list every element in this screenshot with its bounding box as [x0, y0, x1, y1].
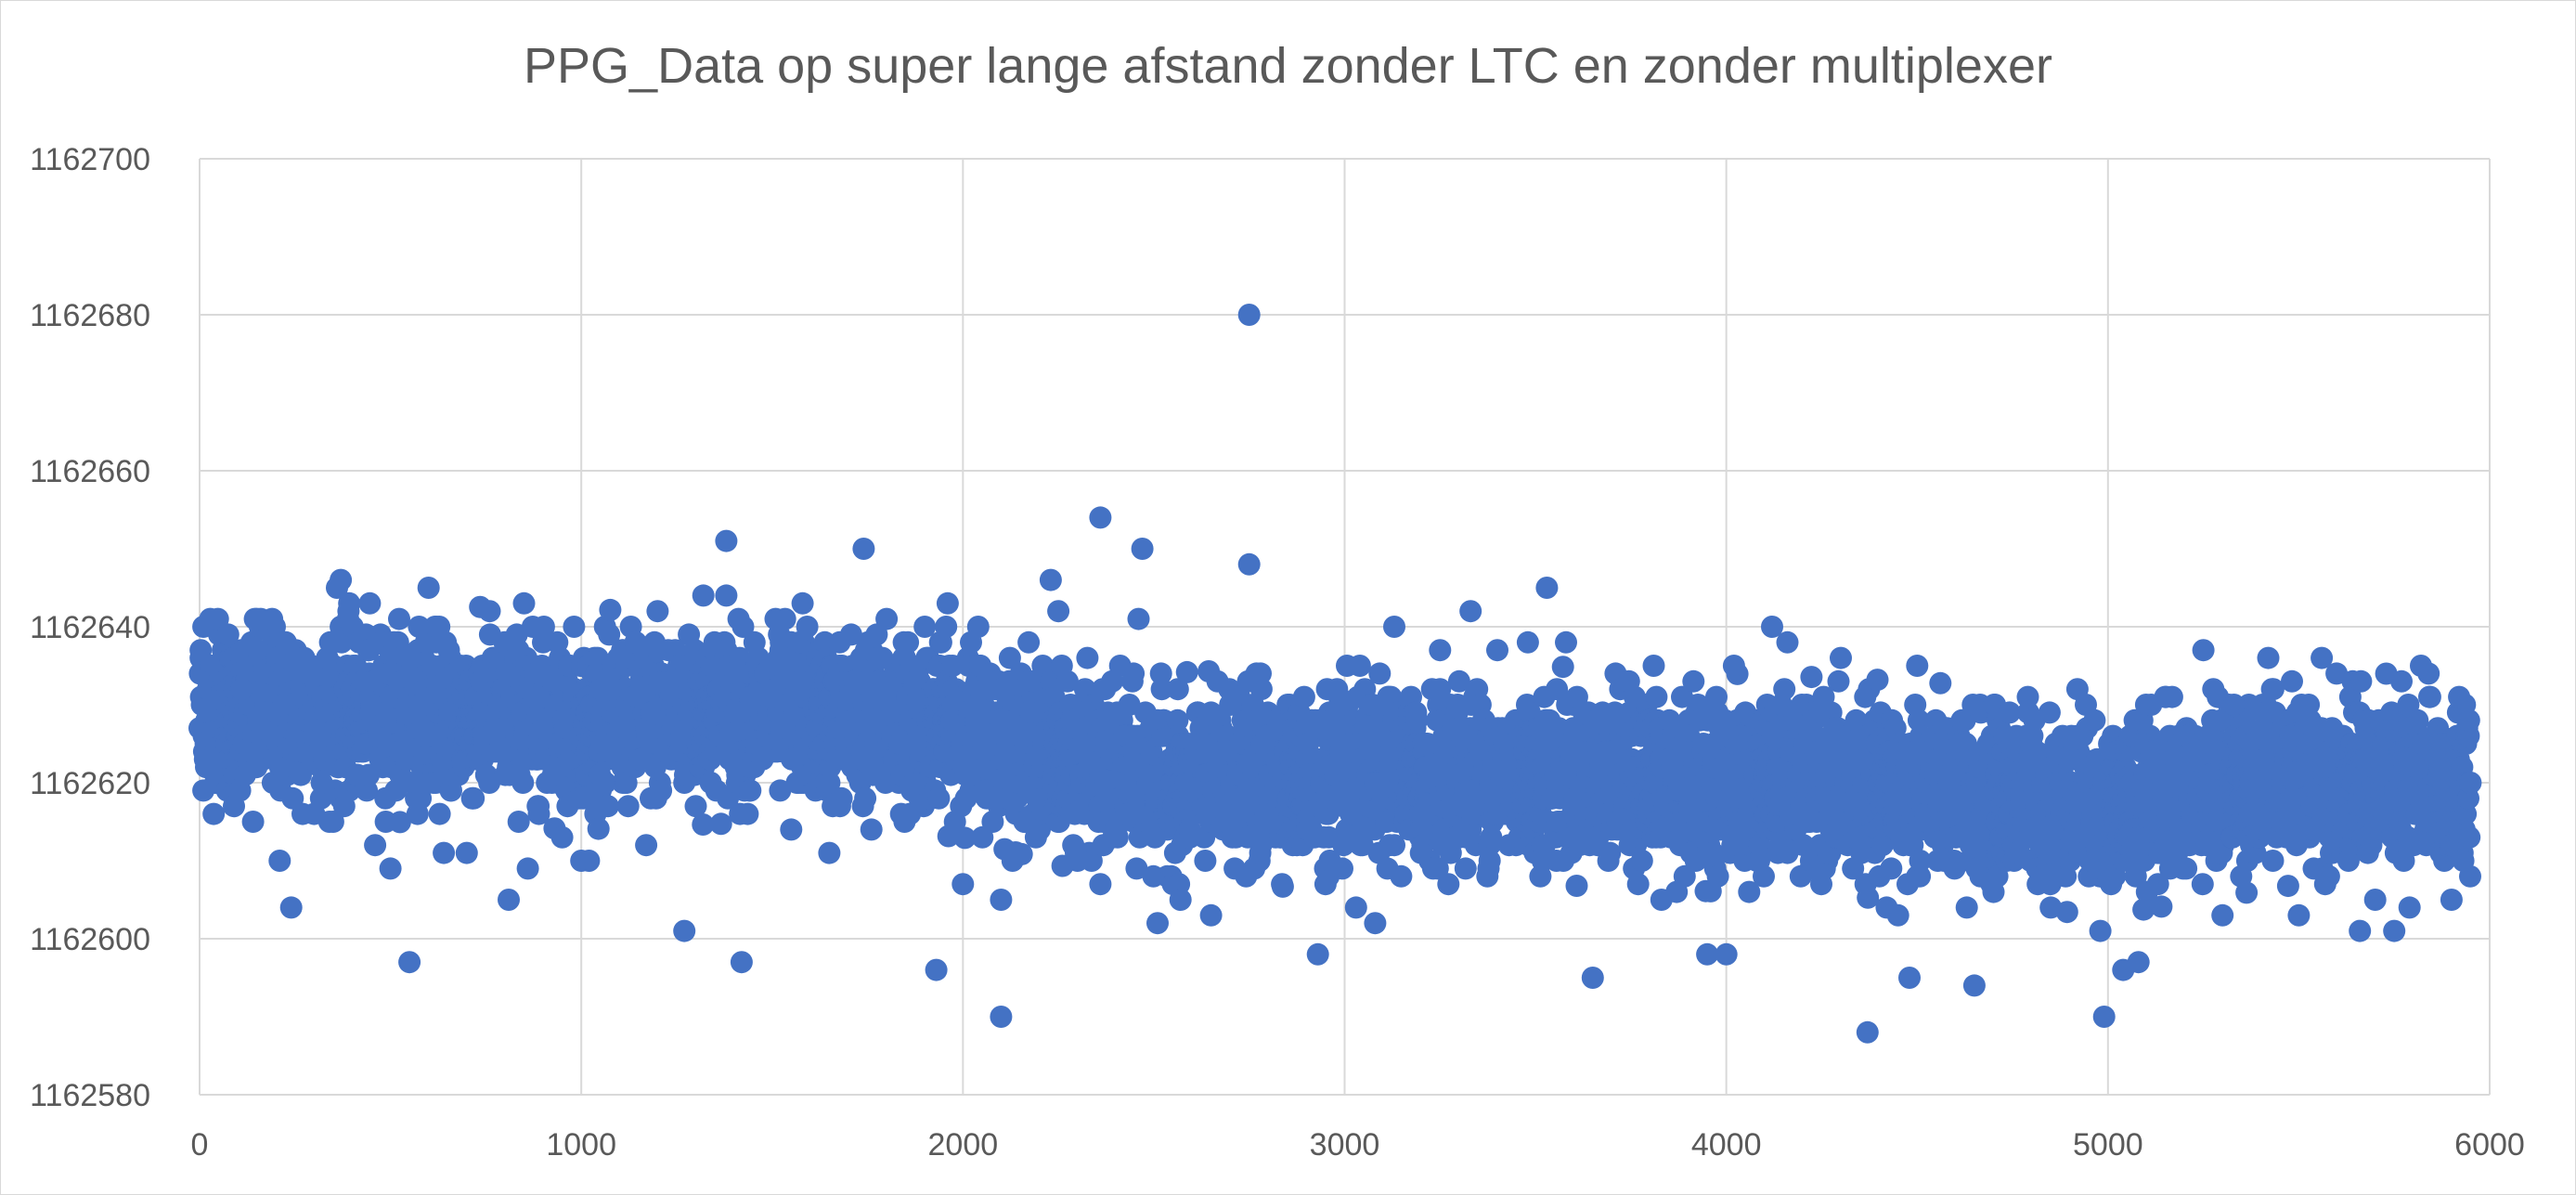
- data-point: [1645, 685, 1668, 708]
- y-tick-label: 1162640: [30, 610, 150, 645]
- data-point: [1800, 666, 1823, 689]
- data-point: [511, 772, 535, 794]
- x-tick-label: 5000: [2073, 1127, 2143, 1163]
- data-point: [2038, 701, 2061, 724]
- data-point: [1122, 662, 1146, 685]
- data-point: [330, 630, 353, 654]
- data-point: [927, 786, 951, 810]
- data-point: [1682, 669, 1705, 693]
- data-point: [1271, 875, 1294, 898]
- data-point: [1454, 857, 1477, 880]
- data-point: [290, 763, 312, 786]
- data-point: [1405, 708, 1429, 732]
- data-point: [1880, 857, 1903, 880]
- data-point: [736, 802, 759, 825]
- data-point: [1292, 685, 1315, 708]
- data-point: [739, 779, 762, 802]
- data-point: [773, 607, 796, 630]
- data-point: [1706, 864, 1729, 888]
- x-tick-label: 6000: [2454, 1127, 2525, 1163]
- chart-title: PPG_Data op super lange afstand zonder L…: [524, 38, 2052, 94]
- data-point: [1331, 857, 1353, 880]
- data-point: [1175, 660, 1198, 683]
- data-point: [388, 811, 411, 834]
- y-tick-label: 1162680: [30, 298, 150, 333]
- data-point: [202, 802, 226, 825]
- y-tick-label: 1162660: [30, 454, 150, 489]
- data-point: [358, 591, 382, 615]
- y-axis-tick-labels: 1162580 1162600 1162620 1162640 1162660 11626…: [30, 142, 150, 1113]
- data-point: [1368, 662, 1392, 685]
- data-points: [188, 304, 2482, 1044]
- data-point: [599, 598, 622, 621]
- data-point: [462, 786, 485, 810]
- x-tick-label: 3000: [1310, 1127, 1380, 1163]
- data-point: [650, 779, 673, 802]
- data-point: [1773, 678, 1796, 701]
- data-point: [1630, 850, 1653, 872]
- data-point: [1626, 873, 1650, 896]
- data-point: [854, 786, 877, 810]
- data-point: [572, 786, 595, 810]
- data-point: [1017, 630, 1041, 654]
- x-tick-label: 1000: [546, 1127, 616, 1163]
- y-tick-label: 1162620: [30, 766, 150, 801]
- data-point: [1551, 656, 1574, 679]
- data-point: [1390, 864, 1413, 888]
- x-tick-label: 2000: [928, 1127, 999, 1163]
- data-point: [1599, 841, 1622, 864]
- data-point: [428, 802, 451, 825]
- data-point: [1194, 850, 1217, 872]
- data-point: [1565, 875, 1588, 897]
- y-tick-label: 1162600: [30, 922, 150, 957]
- x-tick-label: 0: [191, 1127, 209, 1163]
- x-tick-label: 4000: [1691, 1127, 1762, 1163]
- data-point: [709, 812, 732, 836]
- data-point: [1827, 669, 1850, 693]
- data-point: [1929, 671, 1952, 695]
- data-point: [830, 786, 853, 810]
- data-point: [1076, 646, 1099, 669]
- y-tick-label: 1162700: [30, 142, 150, 177]
- data-point: [1857, 886, 1880, 909]
- data-point: [598, 623, 621, 646]
- data-point: [594, 772, 617, 794]
- data-point: [1437, 873, 1460, 896]
- data-point: [796, 616, 819, 638]
- data-point: [1348, 655, 1371, 677]
- data-point: [587, 817, 610, 840]
- data-point: [897, 630, 920, 654]
- y-tick-label: 1162580: [30, 1078, 150, 1113]
- data-point: [507, 811, 530, 833]
- data-point: [1866, 669, 1889, 692]
- data-point: [616, 795, 640, 818]
- data-point: [563, 616, 586, 638]
- x-axis-tick-labels: 0 1000 2000 3000 4000 5000 6000: [191, 1127, 2525, 1163]
- data-point: [935, 616, 958, 638]
- data-point: [388, 607, 410, 630]
- data-point: [527, 802, 550, 825]
